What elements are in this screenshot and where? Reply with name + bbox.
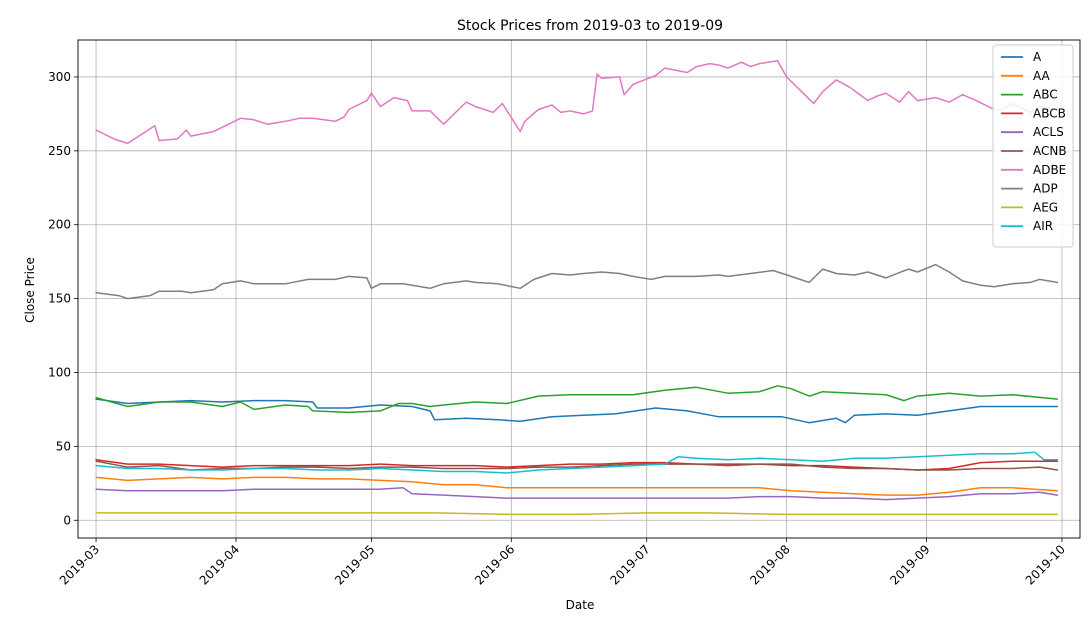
y-tick-label: 0 [63,513,71,527]
y-tick-label: 50 [56,439,71,453]
y-tick-label: 300 [48,70,71,84]
chart-title: Stock Prices from 2019-03 to 2019-09 [457,18,723,34]
legend-label-adp: ADP [1033,182,1058,196]
series-line-adp [95,263,1059,300]
series-line-a [95,398,1059,424]
legend-label-a: A [1033,50,1042,64]
legend-label-abc: ABC [1033,88,1058,102]
series-line-abc [95,385,1059,414]
y-tick-label: 100 [48,365,71,379]
x-axis-label: Date [566,598,595,612]
x-tick-label: 2019-08 [747,542,792,587]
x-tick-label: 2019-06 [472,542,517,587]
x-tick-label: 2019-10 [1023,542,1068,587]
legend-label-aeg: AEG [1033,200,1058,214]
series-layer [95,59,1059,516]
legend-label-air: AIR [1033,219,1053,233]
series-line-aeg [95,512,1059,516]
series-line-adbe [95,59,1059,145]
series-line-aa [95,476,1059,496]
x-tick-label: 2019-05 [332,542,377,587]
x-tick-label: 2019-03 [57,542,102,587]
x-tick-label: 2019-04 [197,542,242,587]
legend-label-adbe: ADBE [1033,163,1066,177]
y-axis-label: Close Price [23,257,37,323]
legend-label-acls: ACLS [1033,125,1064,139]
y-tick-label: 200 [48,218,71,232]
x-tick-label: 2019-09 [887,542,932,587]
axis-layer: 0 50 100 150 200 250 300 2019-03 2019-04 2019-05 2… [48,70,1068,588]
x-tick-label: 2019-07 [607,542,652,587]
legend-label-abcb: ABCB [1033,106,1066,120]
y-tick-label: 250 [48,144,71,158]
grid-layer [78,40,1080,538]
plot-frame [77,39,1081,539]
y-tick-label: 150 [48,292,71,306]
legend-label-aa: AA [1033,69,1051,83]
legend-label-acnb: ACNB [1033,144,1067,158]
series-line-air [95,451,1059,474]
series-line-acls [95,487,1059,501]
